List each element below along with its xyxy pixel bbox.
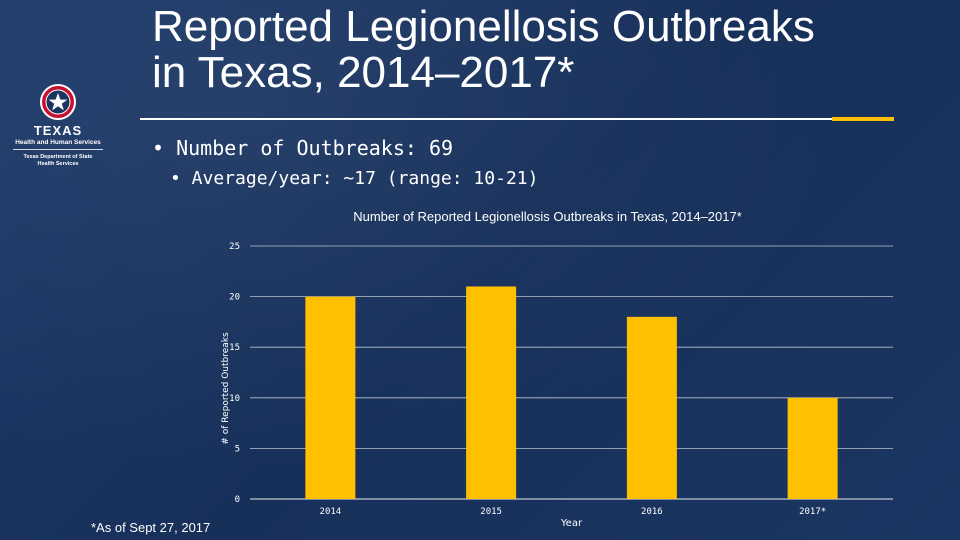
page-title-line1: Reported Legionellosis Outbreaks	[152, 2, 815, 51]
x-tick-label: 2015	[480, 507, 502, 517]
logo-dept-line1: Texas Department of State	[23, 154, 93, 160]
bullet-average-per-year: • Average/year: ~17 (range: 10-21)	[170, 168, 539, 189]
page-title-line2: in Texas, 2014–2017*	[152, 48, 575, 97]
logo-wordmark: TEXAS	[33, 123, 83, 138]
y-tick-label: 25	[229, 242, 240, 252]
x-tick-label: 2014	[320, 507, 342, 517]
bar	[787, 397, 838, 499]
y-axis-label: # of Reported Outbreaks	[221, 332, 231, 445]
texas-seal-icon	[40, 84, 76, 120]
x-tick-label: 2017*	[799, 507, 826, 517]
y-tick-label: 5	[235, 444, 240, 454]
page-title: Reported Legionellosis Outbreaks in Texa…	[152, 4, 942, 96]
logo-dept: Texas Department of State Health Service…	[8, 154, 108, 168]
logo-dept-line2: Health Services	[37, 161, 79, 167]
footnote: *As of Sept 27, 2017	[91, 520, 211, 535]
y-tick-label: 20	[229, 293, 240, 303]
bullet-total-outbreaks: • Number of Outbreaks: 69	[152, 136, 454, 160]
y-tick-label: 15	[229, 343, 240, 353]
bar	[626, 316, 677, 499]
texas-hhs-logo: TEXAS Health and Human Services Texas De…	[8, 82, 108, 182]
x-axis-label: Year	[560, 518, 583, 529]
logo-divider	[13, 149, 103, 150]
bar	[466, 286, 517, 499]
title-divider-accent	[832, 117, 894, 121]
y-tick-label: 10	[229, 394, 240, 404]
title-divider	[140, 118, 832, 120]
bar	[305, 296, 356, 499]
x-tick-label: 2016	[641, 507, 663, 517]
y-tick-label: 0	[235, 495, 240, 505]
chart-title: Number of Reported Legionellosis Outbrea…	[353, 209, 742, 224]
logo-org-line: Health and Human Services	[15, 139, 101, 146]
